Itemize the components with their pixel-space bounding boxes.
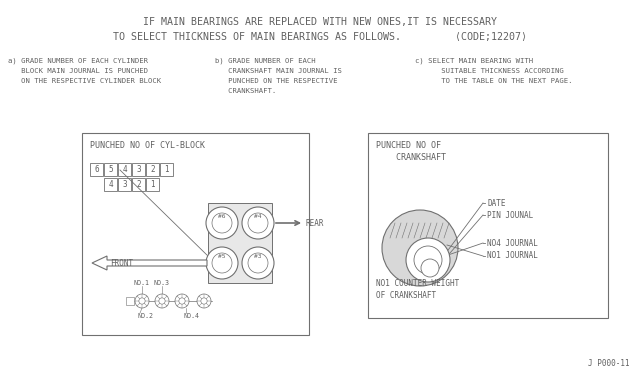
Bar	[126, 297, 134, 305]
Text: CRANKSHAFT.: CRANKSHAFT.	[215, 88, 276, 94]
Bar	[160, 163, 173, 176]
Text: 4: 4	[108, 180, 113, 189]
Text: NO.3: NO.3	[154, 280, 170, 286]
Text: NO.4: NO.4	[184, 313, 200, 319]
Circle shape	[206, 247, 238, 279]
Text: 6: 6	[94, 165, 99, 174]
Circle shape	[135, 294, 149, 308]
Text: 2: 2	[150, 165, 155, 174]
Text: 2: 2	[136, 180, 141, 189]
Circle shape	[242, 207, 274, 239]
Text: NO.1: NO.1	[134, 280, 150, 286]
Text: PUNCHED ON THE RESPECTIVE: PUNCHED ON THE RESPECTIVE	[215, 78, 337, 84]
Text: 1: 1	[164, 165, 169, 174]
Circle shape	[139, 298, 145, 304]
Circle shape	[406, 238, 450, 282]
Text: 3: 3	[122, 180, 127, 189]
Circle shape	[159, 298, 165, 304]
Circle shape	[201, 298, 207, 304]
Text: PIN JOUNAL: PIN JOUNAL	[487, 211, 533, 219]
Text: #4: #4	[254, 215, 262, 219]
Text: FRONT: FRONT	[110, 259, 133, 267]
Text: NO.2: NO.2	[137, 313, 153, 319]
Text: DATE: DATE	[487, 199, 506, 208]
Text: BLOCK MAIN JOURNAL IS PUNCHED: BLOCK MAIN JOURNAL IS PUNCHED	[8, 68, 148, 74]
Text: IF MAIN BEARINGS ARE REPLACED WITH NEW ONES,IT IS NECESSARY: IF MAIN BEARINGS ARE REPLACED WITH NEW O…	[143, 17, 497, 27]
Circle shape	[414, 246, 442, 274]
Text: REAR: REAR	[306, 218, 324, 228]
Text: OF CRANKSHAFT: OF CRANKSHAFT	[376, 292, 436, 301]
Text: 1: 1	[150, 180, 155, 189]
Bar	[104, 163, 117, 176]
Text: #6: #6	[218, 215, 226, 219]
Text: SUITABLE THICKNESS ACCORDING: SUITABLE THICKNESS ACCORDING	[415, 68, 564, 74]
Text: 4: 4	[122, 165, 127, 174]
Bar	[118, 163, 131, 176]
Bar	[90, 163, 103, 176]
Text: 5: 5	[108, 165, 113, 174]
Text: 3: 3	[136, 165, 141, 174]
Circle shape	[206, 207, 238, 239]
Text: J P000-11: J P000-11	[588, 359, 630, 368]
Circle shape	[175, 294, 189, 308]
Bar	[118, 178, 131, 191]
Text: NO4 JOURNAL: NO4 JOURNAL	[487, 238, 538, 247]
Circle shape	[155, 294, 169, 308]
Bar	[208, 203, 272, 283]
Text: ON THE RESPECTIVE CYLINDER BLOCK: ON THE RESPECTIVE CYLINDER BLOCK	[8, 78, 161, 84]
Text: CRANKSHAFT MAIN JOURNAL IS: CRANKSHAFT MAIN JOURNAL IS	[215, 68, 342, 74]
Bar	[82, 133, 309, 335]
Text: TO THE TABLE ON THE NEXT PAGE.: TO THE TABLE ON THE NEXT PAGE.	[415, 78, 573, 84]
Text: PUNCHED NO OF CYL-BLOCK: PUNCHED NO OF CYL-BLOCK	[90, 141, 205, 150]
Text: CRANKSHAFT: CRANKSHAFT	[376, 153, 446, 161]
Bar	[132, 178, 145, 191]
Bar	[146, 163, 159, 176]
Text: NO1 JOURNAL: NO1 JOURNAL	[487, 251, 538, 260]
Circle shape	[382, 210, 458, 286]
Bar	[104, 178, 117, 191]
Polygon shape	[92, 256, 207, 270]
Text: TO SELECT THICKNESS OF MAIN BEARINGS AS FOLLOWS.         ⟨CODE;12207⟩: TO SELECT THICKNESS OF MAIN BEARINGS AS …	[113, 32, 527, 42]
Bar	[368, 133, 608, 318]
Bar	[146, 178, 159, 191]
Circle shape	[421, 259, 439, 277]
Bar	[132, 163, 145, 176]
Text: #5: #5	[218, 254, 226, 260]
Text: NO1 COUNTER WEIGHT: NO1 COUNTER WEIGHT	[376, 279, 460, 288]
Text: a) GRADE NUMBER OF EACH CYLINDER: a) GRADE NUMBER OF EACH CYLINDER	[8, 58, 148, 64]
Circle shape	[242, 247, 274, 279]
Text: PUNCHED NO OF: PUNCHED NO OF	[376, 141, 441, 150]
Circle shape	[179, 298, 185, 304]
Text: #3: #3	[254, 254, 262, 260]
Text: c) SELECT MAIN BEARING WITH: c) SELECT MAIN BEARING WITH	[415, 58, 533, 64]
Text: b) GRADE NUMBER OF EACH: b) GRADE NUMBER OF EACH	[215, 58, 316, 64]
Circle shape	[197, 294, 211, 308]
